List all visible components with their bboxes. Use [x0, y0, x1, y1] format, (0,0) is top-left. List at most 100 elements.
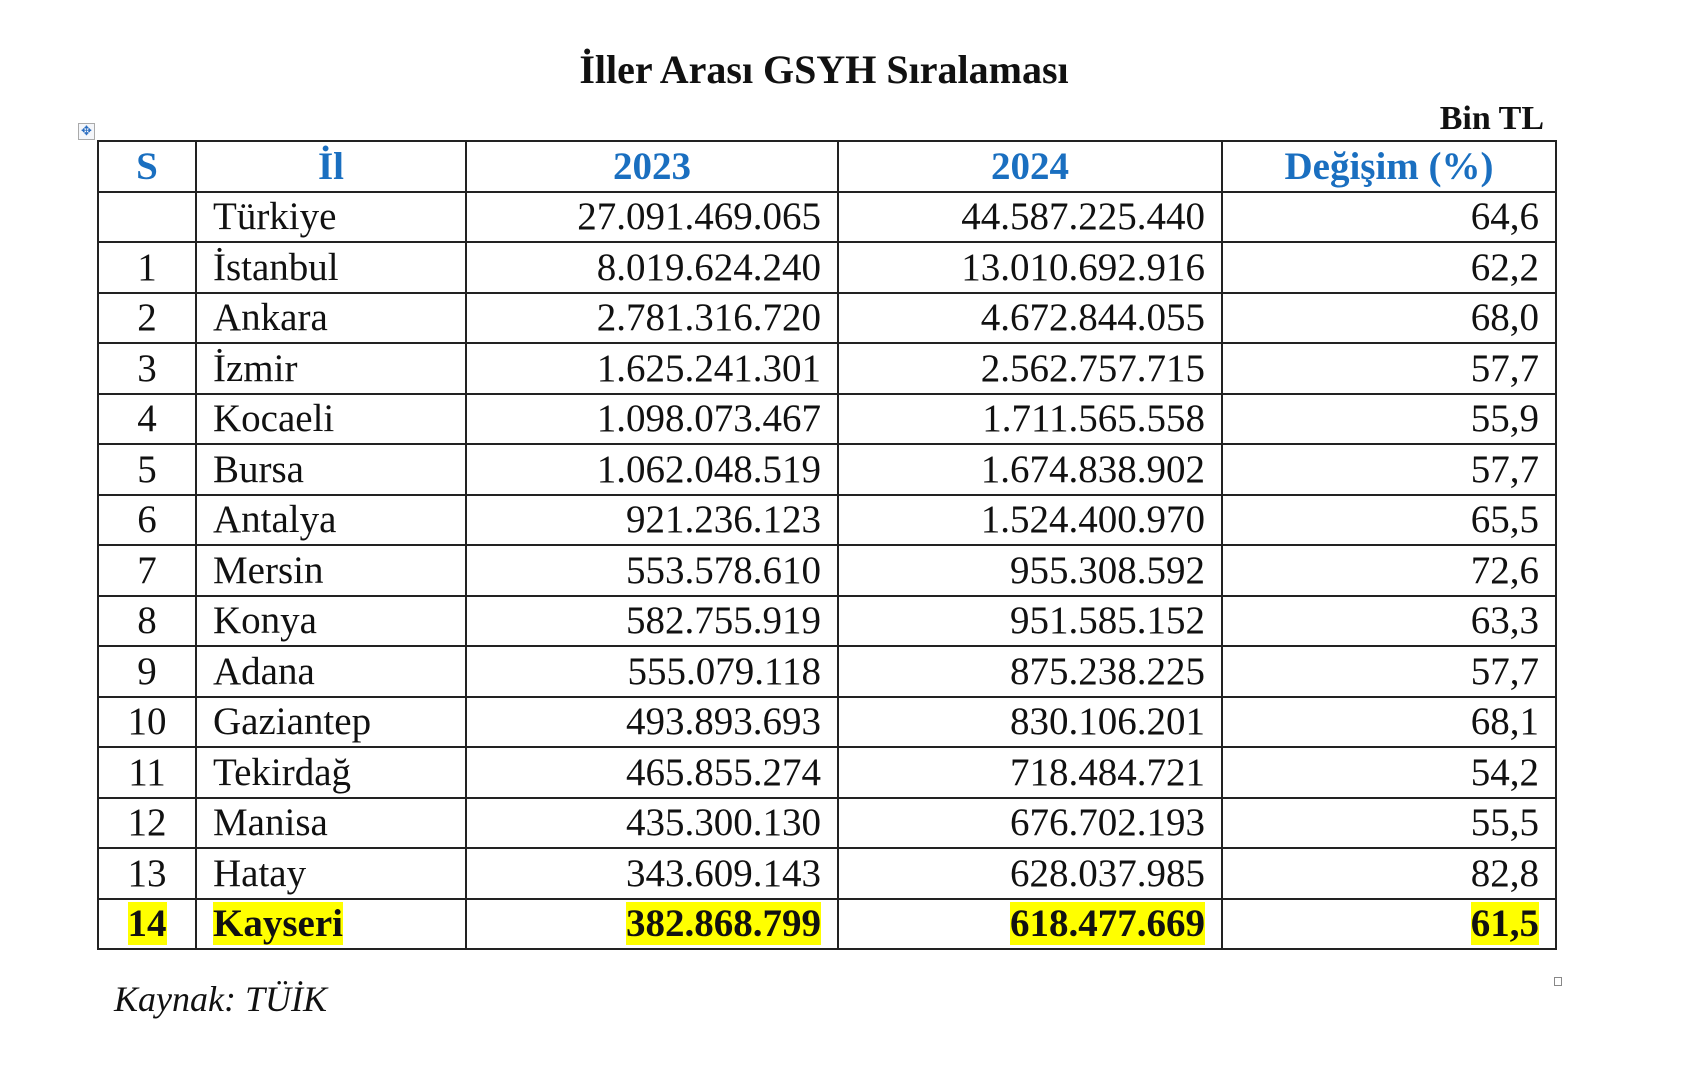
gdp-2024-cell-text: 830.106.201	[1010, 700, 1205, 744]
change-cell-text: 54,2	[1470, 750, 1539, 794]
table-resize-handle[interactable]	[1554, 977, 1562, 986]
province-cell: Antalya	[195, 493, 467, 546]
header-2024: 2024	[837, 140, 1223, 193]
table-row: 13 Hatay 343.609.143 628.037.985 82,8	[97, 847, 1557, 900]
province-cell-text: Mersin	[213, 548, 324, 592]
rank-cell: 10	[97, 695, 197, 748]
gdp-2023-cell: 27.091.469.065	[465, 190, 839, 243]
gdp-2023-cell-text: 553.578.610	[626, 548, 821, 592]
rank-cell: 6	[97, 493, 197, 546]
gdp-2023-cell-text: 8.019.624.240	[596, 245, 821, 289]
gdp-2023-cell: 465.855.274	[465, 746, 839, 799]
gdp-2024-cell: 44.587.225.440	[837, 190, 1223, 243]
gdp-2023-cell-text: 921.236.123	[626, 498, 821, 542]
table-row: 6 Antalya 921.236.123 1.524.400.970 65,5	[97, 493, 1557, 546]
gdp-2023-cell: 1.625.241.301	[465, 342, 839, 395]
table-row: 8 Konya 582.755.919 951.585.152 63,3	[97, 594, 1557, 647]
gdp-2023-cell: 8.019.624.240	[465, 241, 839, 294]
change-cell-text: 61,5	[1470, 902, 1539, 946]
rank-cell: 5	[97, 443, 197, 496]
rank-cell: 9	[97, 645, 197, 698]
change-cell: 68,0	[1221, 291, 1557, 344]
rank-cell-text: 12	[127, 801, 167, 845]
gdp-2023-cell: 921.236.123	[465, 493, 839, 546]
gdp-2024-cell-text: 955.308.592	[1010, 548, 1205, 592]
table-row: Türkiye 27.091.469.065 44.587.225.440 64,6	[97, 190, 1557, 243]
rank-cell-text: 7	[137, 548, 157, 592]
change-cell: 61,5	[1221, 897, 1557, 950]
rank-cell-text: 2	[137, 296, 157, 340]
gdp-2024-cell-text: 718.484.721	[1010, 750, 1205, 794]
gdp-2024-cell: 2.562.757.715	[837, 342, 1223, 395]
gdp-2023-cell-text: 435.300.130	[626, 801, 821, 845]
province-cell-text: İzmir	[213, 346, 298, 390]
gdp-2024-cell: 618.477.669	[837, 897, 1223, 950]
change-cell-text: 57,7	[1470, 346, 1539, 390]
header-change: Değişim (%)	[1221, 140, 1557, 193]
change-cell-text: 68,1	[1470, 700, 1539, 744]
table-row: 2 Ankara 2.781.316.720 4.672.844.055 68,0	[97, 291, 1557, 344]
gdp-2024-cell: 875.238.225	[837, 645, 1223, 698]
gdp-2024-cell: 951.585.152	[837, 594, 1223, 647]
province-cell-text: Bursa	[213, 447, 304, 491]
province-cell-text: Hatay	[213, 851, 307, 895]
rank-cell: 7	[97, 544, 197, 597]
province-cell: Hatay	[195, 847, 467, 900]
change-cell: 68,1	[1221, 695, 1557, 748]
province-cell-text: Türkiye	[213, 195, 337, 239]
rank-cell-text: 13	[127, 851, 167, 895]
gdp-ranking-table: S İl 2023 2024 Değişim (%) Türkiye 27.091…	[97, 140, 1557, 950]
gdp-2023-cell-text: 555.079.118	[627, 649, 821, 693]
gdp-2023-cell-text: 1.098.073.467	[596, 397, 821, 441]
rank-cell-text: 4	[137, 397, 157, 441]
province-cell: Bursa	[195, 443, 467, 496]
gdp-2024-cell-text: 676.702.193	[1010, 801, 1205, 845]
change-cell-text: 62,2	[1470, 245, 1539, 289]
gdp-2023-cell: 435.300.130	[465, 796, 839, 849]
province-cell: Adana	[195, 645, 467, 698]
gdp-2024-cell: 1.524.400.970	[837, 493, 1223, 546]
change-cell-text: 68,0	[1470, 296, 1539, 340]
change-cell-text: 72,6	[1470, 548, 1539, 592]
rank-cell-text: 11	[128, 750, 166, 794]
province-cell: Ankara	[195, 291, 467, 344]
gdp-2024-cell: 4.672.844.055	[837, 291, 1223, 344]
change-cell: 55,9	[1221, 392, 1557, 445]
rank-cell: 1	[97, 241, 197, 294]
change-cell: 57,7	[1221, 443, 1557, 496]
gdp-2023-cell: 555.079.118	[465, 645, 839, 698]
gdp-2023-cell-text: 493.893.693	[626, 700, 821, 744]
province-cell: Kocaeli	[195, 392, 467, 445]
rank-cell: 11	[97, 746, 197, 799]
gdp-2024-cell-text: 951.585.152	[1010, 599, 1205, 643]
province-cell-text: Ankara	[213, 296, 328, 340]
province-cell: Türkiye	[195, 190, 467, 243]
gdp-2024-cell-text: 618.477.669	[1010, 902, 1205, 946]
table-row: 1 İstanbul 8.019.624.240 13.010.692.916 62,2	[97, 241, 1557, 294]
unit-label: Bin TL	[1439, 100, 1544, 137]
table-row: 9 Adana 555.079.118 875.238.225 57,7	[97, 645, 1557, 698]
change-cell: 62,2	[1221, 241, 1557, 294]
change-cell: 65,5	[1221, 493, 1557, 546]
rank-cell: 14	[97, 897, 197, 950]
province-cell: Gaziantep	[195, 695, 467, 748]
change-cell: 57,7	[1221, 645, 1557, 698]
gdp-2024-cell-text: 13.010.692.916	[961, 245, 1205, 289]
gdp-2023-cell-text: 2.781.316.720	[596, 296, 821, 340]
gdp-2024-cell: 955.308.592	[837, 544, 1223, 597]
rank-cell: 8	[97, 594, 197, 647]
gdp-2024-cell-text: 2.562.757.715	[980, 346, 1205, 390]
table-move-handle-icon[interactable]: ✥	[78, 123, 95, 140]
gdp-2024-cell: 676.702.193	[837, 796, 1223, 849]
gdp-2024-cell-text: 1.524.400.970	[980, 498, 1205, 542]
gdp-2023-cell-text: 382.868.799	[626, 902, 821, 946]
rank-cell-text: 6	[137, 498, 157, 542]
table-header-row: S İl 2023 2024 Değişim (%)	[97, 140, 1557, 193]
change-cell-text: 65,5	[1470, 498, 1539, 542]
table-row: 5 Bursa 1.062.048.519 1.674.838.902 57,7	[97, 443, 1557, 496]
change-cell: 72,6	[1221, 544, 1557, 597]
table-row: 11 Tekirdağ 465.855.274 718.484.721 54,2	[97, 746, 1557, 799]
gdp-2024-cell-text: 875.238.225	[1010, 649, 1205, 693]
province-cell-text: Kayseri	[213, 902, 343, 946]
table-row: 3 İzmir 1.625.241.301 2.562.757.715 57,7	[97, 342, 1557, 395]
